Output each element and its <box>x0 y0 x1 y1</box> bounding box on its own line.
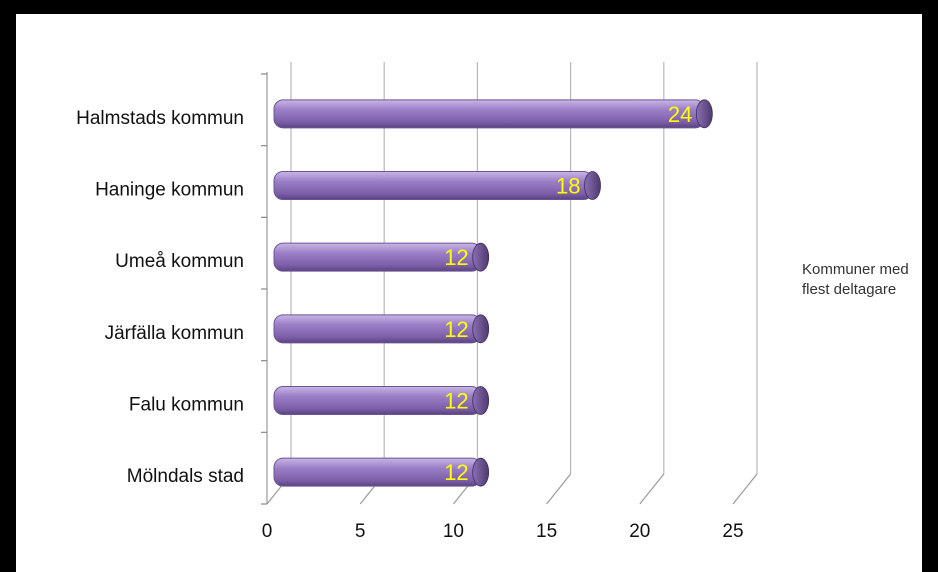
data-label-0: 24 <box>668 102 692 127</box>
category-label-3: Järfälla kommun <box>105 323 244 344</box>
data-label-4: 12 <box>444 389 468 414</box>
data-label-5: 12 <box>444 460 468 485</box>
floor-line-5 <box>732 473 758 505</box>
x-tick-label-3: 15 <box>536 521 557 542</box>
bar-1 <box>273 171 594 200</box>
legend-label: Kommuner med flest deltagare <box>802 261 909 298</box>
bar-cap-3 <box>472 314 490 344</box>
bar-cap-1 <box>584 171 601 200</box>
bar-cap-5 <box>472 457 490 487</box>
x-tick-label-4: 20 <box>629 521 650 542</box>
category-label-5: Mölndals stad <box>127 466 244 487</box>
category-label-4: Falu kommun <box>129 395 244 416</box>
bar-cap-4 <box>472 386 490 415</box>
floor-line-3 <box>546 473 572 505</box>
x-tick-label-2: 10 <box>443 521 464 542</box>
bar-cap-2 <box>472 242 490 272</box>
x-tick-label-5: 25 <box>722 521 743 542</box>
bar-chart: 0 5 10 15 20 25 24 Halmstads kommun 18 Haninge k… <box>76 62 758 542</box>
floor-line-4 <box>639 473 665 505</box>
category-label-0: Halmstads kommun <box>76 108 244 129</box>
category-label-2: Umeå kommun <box>115 251 244 272</box>
label-layer: 24 Halmstads kommun 18 Haninge kommun 12 Umeå… <box>76 102 692 487</box>
bar-0 <box>273 99 705 129</box>
data-label-2: 12 <box>444 245 468 270</box>
data-label-1: 18 <box>556 174 580 199</box>
bar-cap-0 <box>695 99 713 129</box>
data-label-3: 12 <box>444 317 468 342</box>
axis-layer: 0 5 10 15 20 25 <box>261 72 744 542</box>
category-label-1: Haninge kommun <box>95 180 244 201</box>
x-tick-label-0: 0 <box>262 521 273 542</box>
x-tick-label-1: 5 <box>355 521 366 542</box>
chart-panel: 0 5 10 15 20 25 24 Halmstads kommun 18 Haninge k… <box>16 14 922 572</box>
bar-layer <box>273 99 713 487</box>
